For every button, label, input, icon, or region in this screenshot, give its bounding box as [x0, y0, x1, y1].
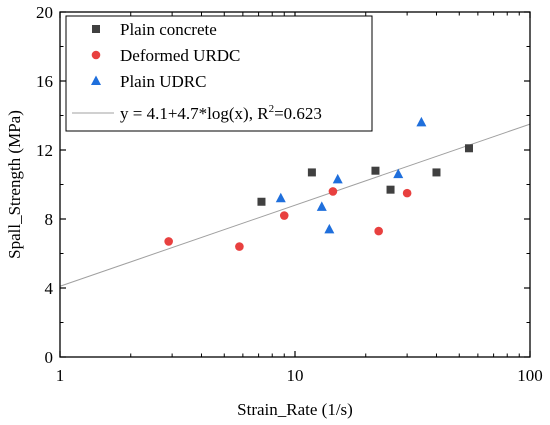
legend: Plain concrete Deformed URDC Plain UDRC y =… [65, 15, 373, 132]
y-tick-label: 12 [36, 141, 53, 160]
y-axis-label: Spall_Strength (MPa) [5, 110, 24, 259]
legend-fit-label-sup: 2 [269, 103, 275, 115]
data-points-layer [164, 116, 473, 251]
data-point-circle-4 [328, 187, 338, 196]
y-tick-label: 16 [36, 72, 53, 91]
data-point-circle-1 [164, 237, 173, 246]
data-point-triangle-1 [275, 192, 286, 203]
legend-triangle-icon [91, 75, 101, 85]
data-point-square-5 [432, 168, 441, 177]
data-point-circle-6 [402, 188, 412, 198]
legend-circle-icon [91, 50, 101, 60]
data-point-triangle-2 [316, 201, 327, 211]
axes-layer: 0 4 8 12 16 20 1 10 100 Strain_Rate (1/s) Spall_St… [5, 3, 543, 419]
data-point-square-4 [386, 185, 395, 194]
x-tick-label: 10 [287, 366, 304, 385]
data-point-circle-5 [374, 226, 383, 236]
legend-square-icon [92, 25, 100, 33]
legend-label: Plain UDRC [120, 72, 206, 91]
data-point-triangle-4 [332, 173, 343, 184]
legend-label: Plain concrete [120, 20, 217, 39]
y-tick-label: 4 [45, 279, 54, 298]
data-point-square-2 [307, 168, 316, 177]
fit-line-layer [59, 123, 531, 287]
x-axis-label: Strain_Rate (1/s) [237, 400, 353, 419]
data-point-triangle-6 [416, 116, 427, 127]
data-point-circle-2 [235, 242, 244, 251]
y-tick-label: 20 [36, 3, 53, 22]
fit-line [59, 123, 531, 287]
x-tick-label: 100 [517, 366, 543, 385]
data-point-triangle-3 [324, 223, 335, 234]
legend-fit-label-main: y = 4.1+4.7*log(x), R [120, 104, 269, 123]
legend-label: Deformed URDC [120, 46, 240, 65]
y-tick-label: 8 [45, 210, 54, 229]
y-tick-label: 0 [45, 348, 54, 367]
data-point-circle-3 [279, 211, 289, 220]
legend-fit-label: y = 4.1+4.7*log(x), R2=0.623 [120, 103, 322, 123]
data-point-square-6 [464, 144, 473, 153]
x-tick-label: 1 [56, 366, 65, 385]
legend-fit-label-tail: =0.623 [274, 104, 322, 123]
legend-box [65, 15, 373, 132]
data-point-triangle-5 [393, 168, 404, 179]
data-point-square-3 [371, 166, 380, 175]
data-point-square-1 [257, 197, 266, 206]
